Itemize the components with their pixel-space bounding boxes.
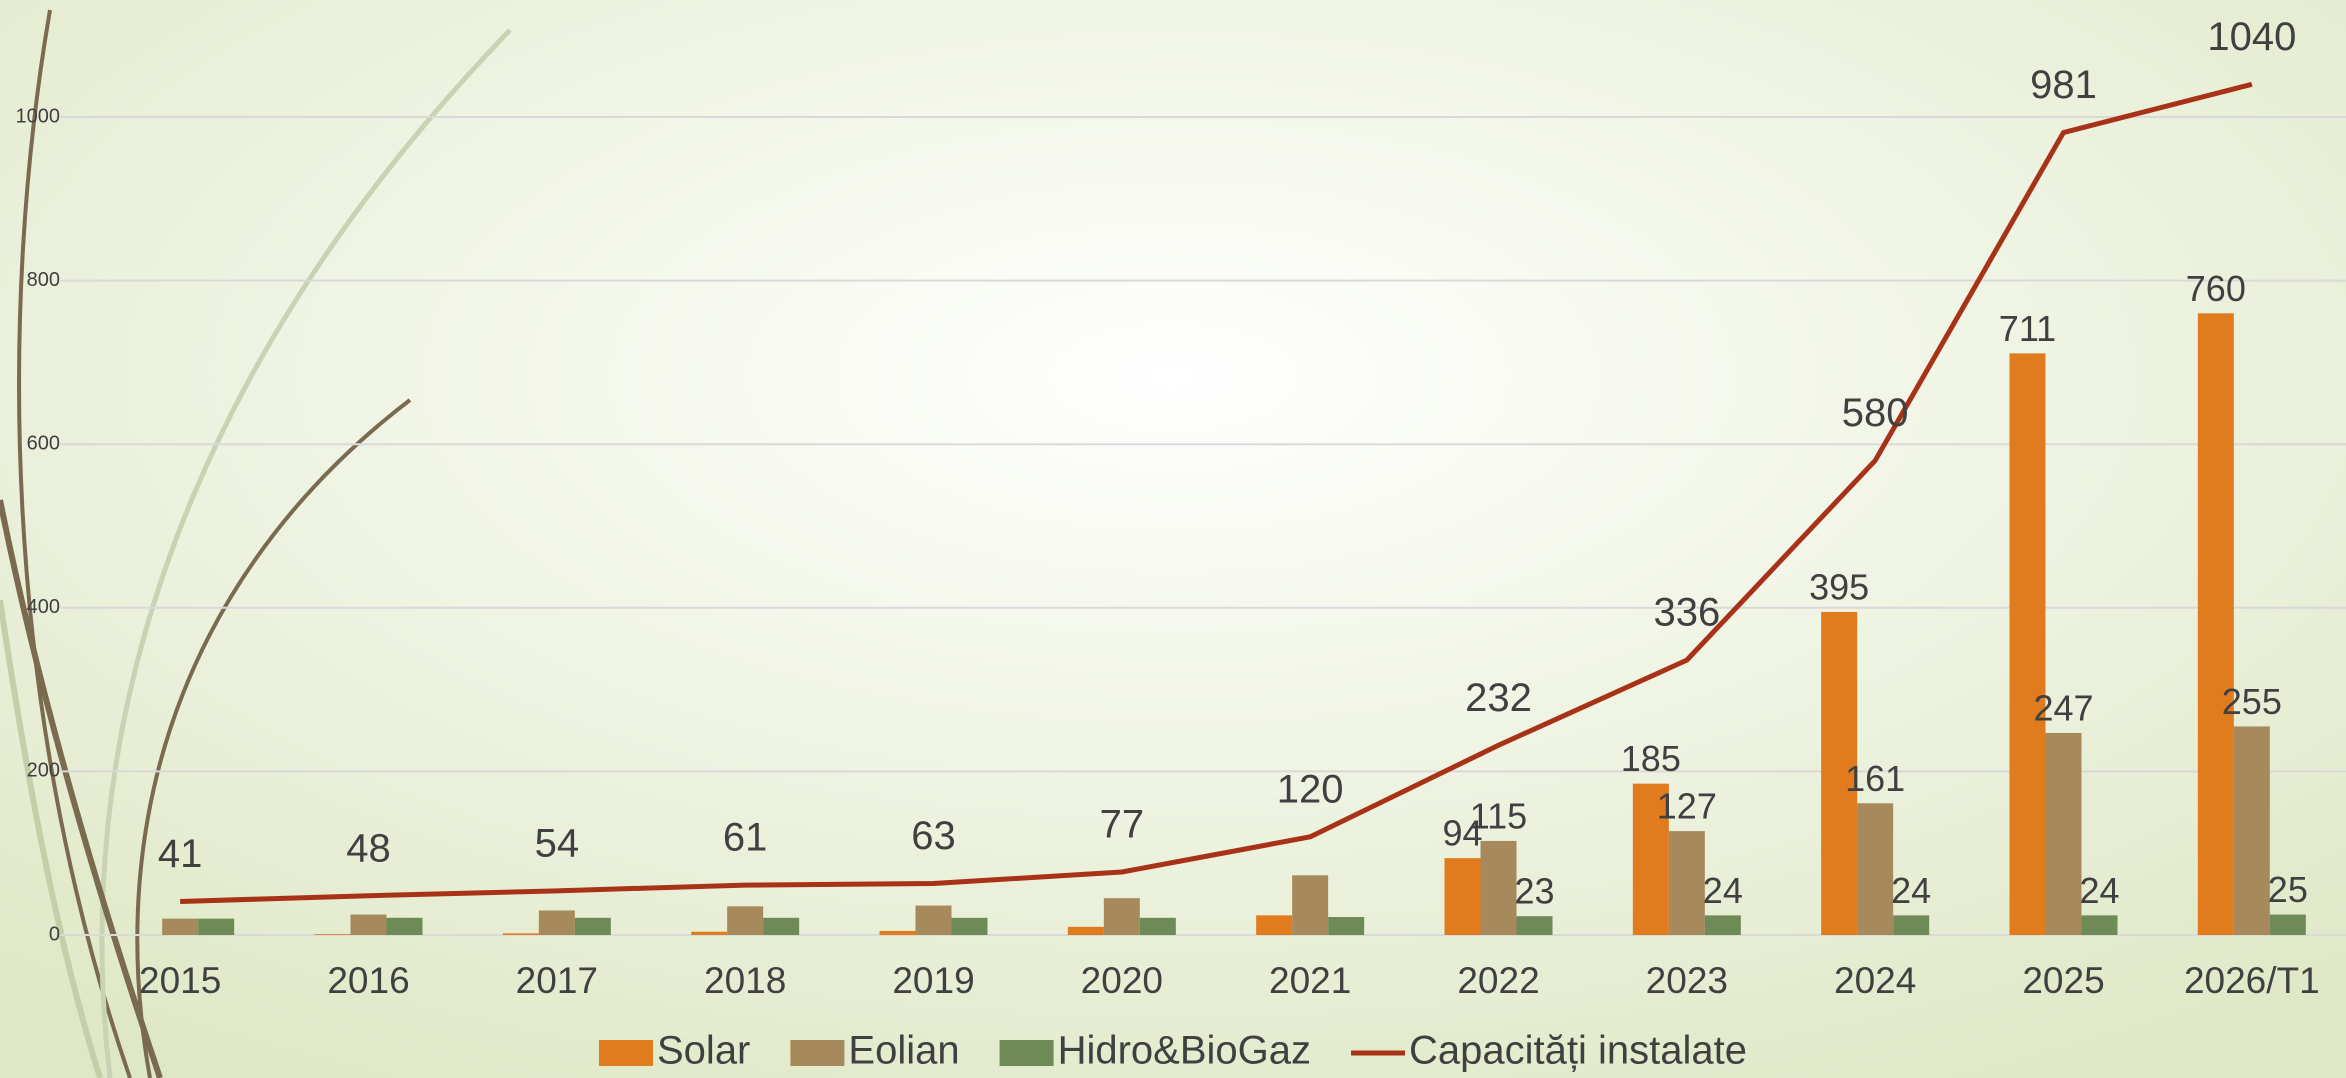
bar [727, 906, 764, 935]
bar [1516, 916, 1553, 935]
y-tick-label: 200 [27, 760, 60, 782]
line [180, 81, 2253, 904]
deco-curve [0, 599, 103, 1078]
data-label: 336 [1653, 591, 1720, 635]
deco-curve [17, 9, 132, 1078]
data-label: 185 [1621, 738, 1681, 779]
data-label: 25 [2268, 869, 2308, 910]
data-label: 161 [1845, 758, 1905, 799]
bar [538, 910, 575, 935]
bar [2045, 732, 2082, 935]
data-label: 48 [346, 826, 391, 870]
bar [1067, 926, 1104, 935]
bar [879, 930, 916, 935]
legend-swatch [790, 1040, 845, 1066]
bar [1632, 783, 1669, 935]
data-label: 232 [1465, 676, 1532, 720]
y-tick-label: 0 [49, 923, 60, 945]
data-label: 127 [1657, 786, 1717, 827]
bar [162, 918, 199, 935]
legend-label: Solar [657, 1029, 750, 1073]
data-label: 760 [2186, 268, 2246, 309]
data-label: 24 [2079, 870, 2119, 911]
bar [1256, 915, 1293, 935]
bar [915, 905, 952, 935]
deco-curve [135, 398, 412, 1078]
bar [1704, 915, 1741, 935]
y-tick-label: 600 [27, 432, 60, 454]
x-tick-label: 2017 [516, 960, 598, 1001]
legend-swatch [599, 1040, 653, 1066]
data-label: 23 [1514, 871, 1554, 912]
legend: Solar Eolian Hidro&BioGaz Capacități instal… [599, 1029, 1747, 1073]
data-label: 580 [1842, 391, 1909, 435]
bar [314, 934, 351, 935]
data-label: 395 [1809, 566, 1869, 607]
data-label: 255 [2222, 681, 2282, 722]
x-tick-label: 2015 [139, 960, 221, 1001]
bar [2081, 915, 2118, 935]
legend-label: Eolian [848, 1029, 959, 1073]
x-tick-label: 2021 [1269, 960, 1351, 1001]
bar [691, 931, 728, 935]
y-tick-label: 800 [27, 269, 60, 291]
bar [350, 914, 387, 935]
bar [1444, 858, 1481, 935]
data-label: 1040 [2207, 15, 2296, 59]
data-label: 77 [1100, 803, 1145, 847]
y-tick-label: 400 [27, 596, 60, 618]
data-label: 981 [2030, 63, 2097, 107]
decoration [0, 9, 512, 1078]
bar [951, 917, 988, 935]
data-label: 54 [535, 821, 580, 865]
bar [763, 917, 800, 935]
bar [1893, 915, 1930, 935]
x-tick-label: 2020 [1081, 960, 1163, 1001]
bar [386, 917, 423, 935]
bar [1821, 611, 1858, 935]
y-tick-label: 1000 [16, 105, 61, 127]
data-label: 94 [1442, 813, 1482, 854]
bar [2009, 353, 2046, 936]
legend-swatch [999, 1040, 1054, 1066]
legend-label: Hidro&BioGaz [1058, 1029, 1311, 1073]
bar [1480, 840, 1517, 935]
bar [1328, 917, 1365, 935]
data-label: 61 [723, 816, 768, 860]
x-tick-label: 2024 [1834, 960, 1916, 1001]
x-tick-label: 2025 [2022, 960, 2104, 1001]
bar [2233, 726, 2270, 935]
bar [1857, 803, 1894, 935]
bar [198, 918, 235, 935]
bar [574, 917, 611, 935]
plot-area: 0 200 400 600 800 1000 2015 2016 2017 2018 2019 202… [16, 15, 2346, 1073]
deco-curve [0, 499, 163, 1078]
data-label: 115 [1470, 795, 1527, 836]
x-tick-label: 2018 [704, 960, 786, 1001]
bar [1292, 875, 1329, 935]
data-label: 120 [1277, 767, 1344, 811]
data-label: 247 [2033, 687, 2093, 728]
bar [1103, 898, 1140, 935]
x-tick-label: 2022 [1457, 960, 1539, 1001]
legend-label: Capacități instalate [1409, 1029, 1747, 1073]
bar [2197, 313, 2234, 935]
data-label: 24 [1703, 870, 1743, 911]
data-label: 41 [158, 832, 203, 876]
bar [2269, 914, 2306, 935]
data-label: 711 [1999, 308, 2056, 349]
x-tick-label: 2023 [1646, 960, 1728, 1001]
bar [1668, 831, 1705, 935]
data-label: 24 [1891, 870, 1931, 911]
x-tick-label: 2016 [327, 960, 409, 1001]
x-tick-label: 2019 [892, 960, 974, 1001]
bar [1139, 917, 1176, 935]
x-tick-label: 2026/T1 [2184, 960, 2320, 1001]
data-label: 63 [911, 814, 956, 858]
bar [502, 933, 539, 935]
